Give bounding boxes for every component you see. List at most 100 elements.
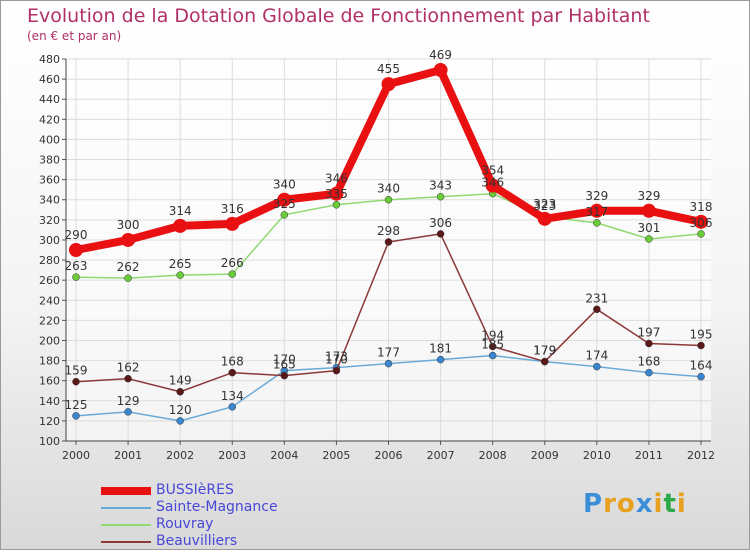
y-tick-label: 280 [39,254,60,267]
y-tick-label: 440 [39,93,60,106]
data-label: 165 [273,358,296,372]
y-tick-label: 120 [39,415,60,428]
data-point [537,211,552,226]
data-label: 177 [377,346,400,360]
y-tick-label: 100 [39,435,60,448]
data-point [694,214,708,229]
logo-letter: P [583,489,604,519]
chart-subtitle: (en € et par an) [27,29,122,43]
x-tick-label: 2003 [218,449,246,462]
y-tick-label: 400 [39,133,60,146]
data-label: 231 [585,291,608,305]
logo-letter: t [663,489,677,519]
data-point [485,178,500,193]
y-tick-label: 360 [39,174,60,187]
data-label: 181 [429,342,452,356]
data-point [176,271,184,279]
data-label: 129 [117,394,140,408]
data-point [645,339,653,348]
y-tick-label: 480 [39,53,60,66]
legend-label: Beauvilliers [156,533,238,549]
data-label: 469 [429,48,452,62]
data-label: 306 [690,216,713,230]
legend-swatch-rouvray [101,524,151,526]
proxiti-logo: Proxiti [583,489,687,519]
data-label: 340 [377,182,400,196]
y-tick-label: 300 [39,234,60,247]
data-point [436,192,445,201]
x-tick-label: 2006 [375,449,403,462]
data-point [697,230,705,238]
y-tick-label: 260 [39,274,60,287]
x-tick-label: 2001 [114,449,142,462]
data-label: 162 [117,361,140,375]
data-point [436,230,445,238]
data-point [329,186,344,201]
data-label: 170 [273,353,296,367]
data-label: 455 [377,62,400,76]
data-label: 262 [117,260,140,274]
legend-label: Sainte-Magnance [156,499,278,515]
data-point [228,368,236,377]
data-point [541,357,549,366]
data-label: 174 [585,349,608,363]
data-point [176,387,184,396]
y-tick-label: 380 [39,154,60,167]
data-point [176,417,184,425]
data-label: 179 [533,344,556,358]
data-label: 290 [65,228,88,242]
data-label: 323 [533,199,556,213]
data-label: 317 [585,205,608,219]
data-label: 340 [273,178,296,192]
legend-swatch-beauvilliers [101,541,151,543]
x-tick-label: 2005 [322,449,350,462]
data-point [488,342,497,351]
data-label: 314 [169,204,192,218]
data-label: 263 [65,259,88,273]
data-point [124,374,132,383]
data-point [124,408,132,416]
data-label: 346 [325,172,348,186]
y-tick-label: 200 [39,334,60,347]
data-point [436,355,445,364]
data-point [593,305,601,314]
x-tick-label: 2004 [270,449,298,462]
data-label: 134 [221,389,244,403]
y-tick-label: 420 [39,113,60,126]
data-label: 329 [637,189,660,203]
y-tick-label: 220 [39,314,60,327]
data-point [228,270,236,278]
x-tick-label: 2011 [635,449,663,462]
x-tick-label: 2007 [427,449,455,462]
y-tick-label: 340 [39,194,60,207]
data-point [228,403,236,411]
data-label: 168 [221,355,244,369]
data-label: 335 [325,187,348,201]
data-label: 164 [690,359,713,373]
data-label: 173 [325,350,348,364]
data-label: 346 [481,176,504,190]
legend-swatch-bussieres [101,487,151,495]
data-label: 125 [65,398,88,412]
y-tick-label: 240 [39,294,60,307]
data-label: 194 [481,329,504,343]
data-label: 354 [481,164,504,178]
data-label: 301 [637,221,660,235]
data-point [225,216,240,231]
x-tick-label: 2012 [687,449,715,462]
data-point [645,235,653,243]
data-point [697,372,705,381]
data-label: 159 [65,364,88,378]
data-label: 318 [690,200,713,214]
data-point [121,232,136,247]
data-point [593,362,601,371]
data-point [381,77,396,92]
x-tick-label: 2002 [166,449,194,462]
data-point [384,195,393,204]
logo-letter: i [676,489,687,519]
y-tick-label: 460 [39,73,60,86]
x-tick-label: 2010 [583,449,611,462]
logo-letter: i [653,489,664,519]
data-point [641,203,656,218]
